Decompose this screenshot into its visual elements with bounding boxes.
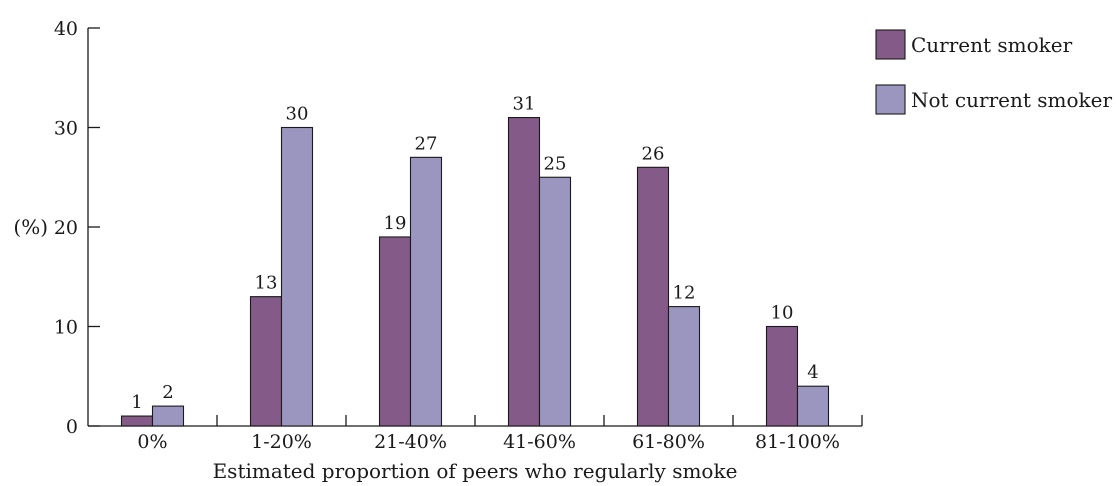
data-label: 30	[286, 104, 309, 125]
x-tick-label: 21-40%	[374, 431, 447, 453]
data-label: 31	[513, 94, 536, 115]
bar-not-current-smoker	[280, 126, 314, 427]
bar-not-current-smoker	[409, 156, 443, 427]
y-axis-ticks: 0 10 20 30 40	[54, 18, 100, 438]
bar-current-smoker	[249, 296, 283, 427]
x-tick-label: 1-20%	[251, 431, 312, 453]
x-axis-tick-labels: 0% 1-20% 21-40% 41-60% 61-80% 81-100%	[137, 415, 863, 453]
legend-swatch	[875, 84, 906, 115]
bars: 1 2 13 30 19 27 31 25 26 12 10 4	[120, 94, 830, 427]
x-tick-label: 41-60%	[503, 431, 576, 453]
axes	[87, 28, 862, 427]
bar-not-current-smoker	[796, 385, 830, 427]
y-axis-title: (%)	[13, 215, 48, 239]
legend-label: Not current smoker	[911, 88, 1112, 112]
data-label: 25	[544, 153, 567, 174]
data-label: 19	[384, 213, 407, 234]
bar-current-smoker	[378, 236, 412, 427]
y-tick-label: 10	[54, 317, 78, 339]
y-tick-label: 0	[66, 416, 78, 438]
bar-not-current-smoker	[667, 306, 701, 427]
x-tick-label: 0%	[137, 431, 167, 453]
x-tick-label: 61-80%	[632, 431, 705, 453]
bar-current-smoker	[636, 166, 670, 427]
legend-swatch	[875, 29, 906, 60]
data-label: 13	[255, 273, 278, 294]
bar-not-current-smoker	[538, 176, 572, 427]
data-label: 10	[771, 303, 794, 324]
y-tick-label: 30	[54, 118, 78, 140]
data-label: 27	[415, 133, 438, 154]
data-label: 4	[807, 362, 818, 383]
bar-current-smoker	[507, 117, 541, 427]
data-label: 2	[162, 382, 173, 403]
x-tick-label: 81-100%	[755, 431, 840, 453]
y-tick-label: 20	[54, 217, 78, 239]
x-axis-title: Estimated proportion of peers who regula…	[213, 459, 738, 483]
data-label: 12	[673, 283, 696, 304]
data-label: 26	[642, 143, 665, 164]
bar-current-smoker	[120, 415, 154, 427]
legend: Current smoker Not current smoker	[875, 29, 1112, 115]
bar-not-current-smoker	[151, 405, 185, 427]
bar-current-smoker	[765, 325, 799, 427]
data-label: 1	[131, 392, 142, 413]
legend-label: Current smoker	[911, 33, 1073, 57]
y-tick-label: 40	[54, 18, 78, 40]
